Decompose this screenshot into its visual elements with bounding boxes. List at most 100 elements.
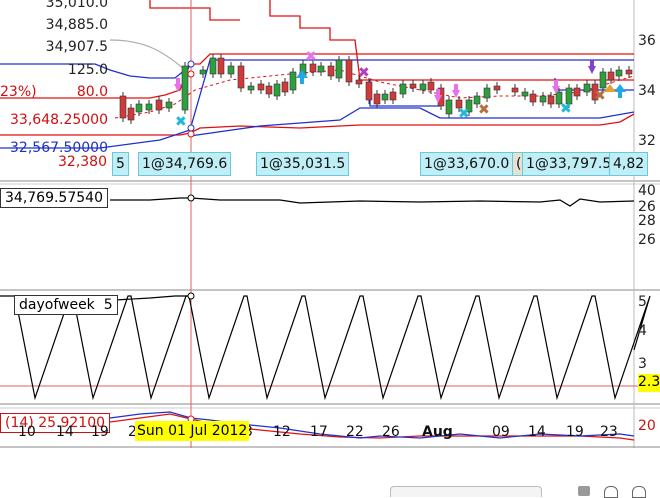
rsi-period: (14)	[5, 415, 34, 431]
x-tick-12: 14	[528, 424, 546, 440]
price-tick-8: 32,380	[58, 154, 107, 170]
x-tick-8: 22	[346, 424, 364, 440]
close-icon[interactable]	[632, 486, 646, 498]
x-tick-4: 2	[128, 424, 137, 440]
settings-icon[interactable]	[604, 486, 618, 498]
candle-body	[127, 107, 135, 121]
price-chart-svg[interactable]: ✖ ✖ ✖ ✖ ✖ ✖ ✖	[0, 0, 660, 448]
price-tick-5: 80.0	[76, 84, 108, 100]
panel2-tick-3: 28	[638, 213, 656, 229]
x-tick-9: 26	[382, 424, 400, 440]
candle-body	[273, 83, 281, 97]
candle-body	[381, 93, 389, 101]
x-tick-13: 19	[566, 424, 584, 440]
panel2-tick-2: 26	[638, 199, 656, 215]
svg-text:✖: ✖	[358, 65, 370, 81]
candle-body	[399, 83, 407, 95]
trade-tag-3[interactable]: 1@35,031.5	[256, 152, 350, 176]
x-tick-11: 09	[492, 424, 510, 440]
candle-body	[199, 69, 207, 75]
candle-body	[625, 69, 633, 75]
x-axis[interactable]	[0, 448, 660, 496]
expand-icon[interactable]	[578, 486, 590, 496]
candle-body	[257, 83, 265, 91]
candle-body	[455, 99, 463, 109]
candle-body	[409, 83, 417, 89]
trade-tag-4[interactable]: 1@33,670.0	[420, 152, 514, 176]
dayofweek-label: dayofweek 5	[14, 295, 118, 315]
candle-body	[547, 95, 555, 105]
candlesticks	[119, 54, 633, 124]
price-tick-1: 35,010.0	[45, 0, 108, 11]
candle-body	[181, 65, 189, 111]
horizontal-scrollbar[interactable]	[390, 486, 542, 497]
candle-body	[281, 81, 289, 93]
candle-body	[135, 103, 143, 113]
x-tick-6: 12	[273, 424, 291, 440]
crosshair-date-tooltip: Sun 01 Jul 2012	[135, 421, 250, 441]
candle-body	[265, 85, 273, 95]
candle-body	[217, 57, 225, 75]
candle-body	[539, 95, 547, 103]
candle-body	[591, 83, 599, 101]
x-tick-3: 19	[91, 424, 109, 440]
svg-text:✖: ✖	[175, 114, 187, 130]
candle-body	[483, 87, 491, 99]
candle-body	[529, 93, 537, 103]
candle-body	[155, 99, 163, 111]
candle-body	[327, 65, 335, 77]
panel3-tick-3: 3	[638, 356, 647, 372]
candle-body	[345, 59, 353, 83]
candle-body	[565, 87, 573, 105]
panel4-tick-1: 20	[638, 418, 656, 434]
candle-body	[289, 71, 297, 91]
candle-body	[227, 65, 235, 75]
candle-body	[599, 71, 607, 89]
svg-text:✖: ✖	[305, 49, 317, 65]
trade-markers: ✖ ✖ ✖ ✖ ✖ ✖ ✖	[174, 49, 626, 130]
trade-tag-2[interactable]: 1@34,769.6	[138, 152, 232, 176]
svg-text:✖: ✖	[560, 101, 572, 117]
svg-text:✖: ✖	[478, 102, 490, 118]
candle-body	[427, 81, 435, 91]
percent-label: 23%)	[0, 84, 37, 100]
price-tick-3: 34,907.5	[45, 39, 108, 55]
candle-body	[209, 57, 217, 75]
rsi-value: 25.92100	[38, 415, 106, 431]
candle-body	[473, 95, 481, 105]
candle-body	[389, 91, 397, 101]
candle-body	[165, 101, 173, 109]
candle-body	[511, 87, 519, 93]
trade-tag-6[interactable]: 1@33,797.5	[522, 152, 616, 176]
svg-text:✖: ✖	[594, 88, 606, 104]
candle-body	[309, 63, 317, 73]
candle-body	[493, 85, 501, 91]
panel3-tick-2: 4	[638, 323, 647, 339]
candle-body	[419, 83, 427, 91]
x-tick-1: 10	[18, 424, 36, 440]
candle-body	[465, 99, 473, 113]
candle-body	[445, 99, 453, 115]
candle-body	[119, 95, 127, 119]
candle-body	[583, 83, 591, 93]
candle-body	[555, 91, 563, 105]
candle-body	[335, 59, 343, 79]
svg-text:✖: ✖	[458, 106, 470, 122]
price-tick-2: 34,885.0	[45, 17, 108, 33]
candle-body	[521, 91, 529, 97]
x-tick-2: 14	[56, 424, 74, 440]
right-price-tick-3: 32	[638, 133, 656, 149]
candle-body	[317, 65, 325, 73]
trade-tag-7[interactable]: 4,82	[609, 152, 649, 176]
crosshair-value-badge: 2.3	[638, 374, 660, 392]
candle-body	[145, 103, 153, 111]
candle-body	[573, 87, 581, 97]
price-tick-4: 125.0	[67, 62, 108, 78]
candle-body	[237, 65, 245, 89]
candle-body	[365, 81, 373, 101]
trade-tag-1[interactable]: 5	[112, 152, 129, 176]
dayofweek-value: 5	[103, 297, 113, 313]
panel2-value-label: 34,769.57540	[0, 188, 108, 208]
right-price-tick-2: 34	[638, 83, 656, 99]
